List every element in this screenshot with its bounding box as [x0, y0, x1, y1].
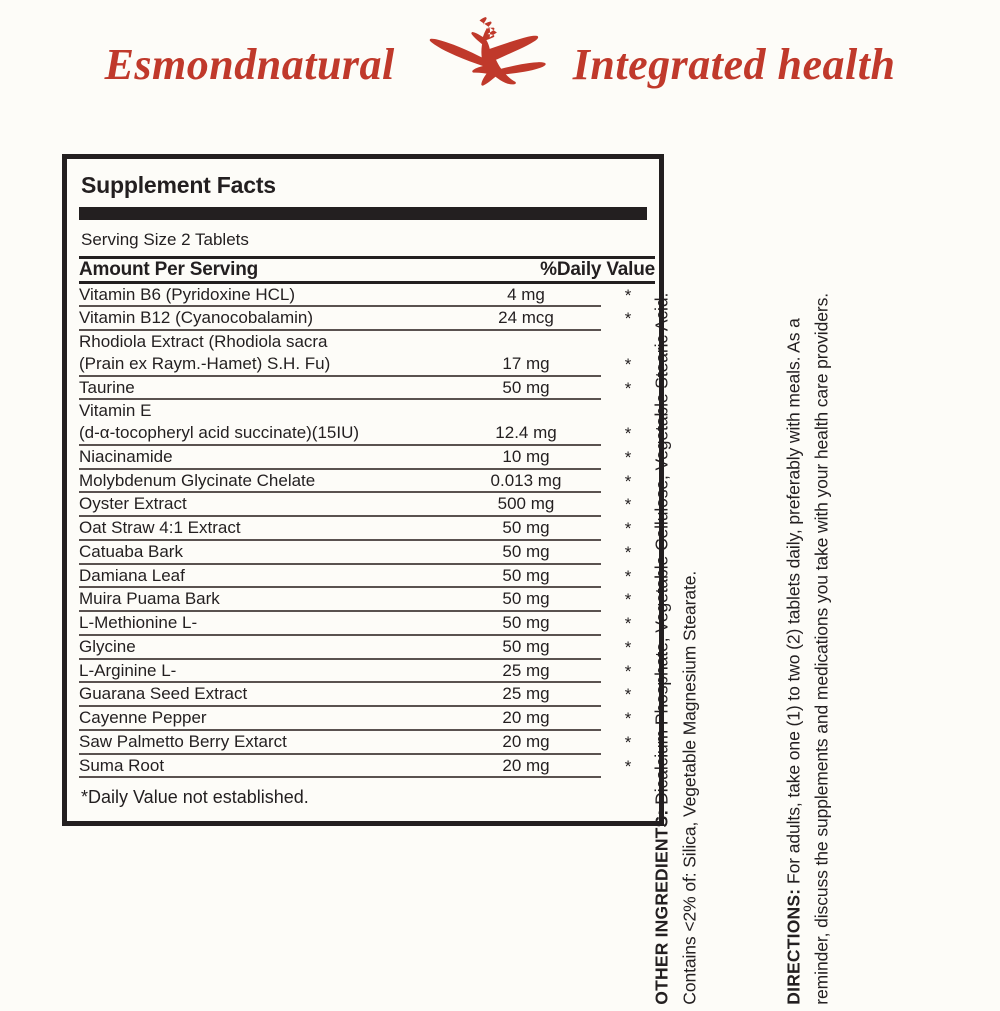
ingredient-name: L-Methionine L-: [79, 611, 451, 636]
ingredient-daily-value: *: [624, 447, 632, 467]
table-row: Guarana Seed Extract 25 mg *: [79, 682, 655, 708]
ingredient-amount: 20 mg: [451, 753, 601, 779]
ingredient-name: Taurine: [79, 375, 451, 401]
table-row: Cayenne Pepper 20 mg *: [79, 706, 655, 731]
table-row: Vitamin E (d-α-tocopheryl acid succinate)…: [79, 399, 655, 446]
other-ingredients-heading: OTHER INGREDIENTS:: [651, 809, 672, 1005]
ingredient-daily-value: *: [624, 685, 632, 705]
eagle-icon: [409, 12, 559, 98]
table-row: Oat Straw 4:1 Extract 50 mg *: [79, 516, 655, 541]
brand-name-left: Esmondnatural: [104, 40, 395, 89]
ingredient-daily-value: *: [624, 309, 632, 329]
daily-value-footnote: *Daily Value not established.: [81, 787, 309, 808]
table-row: L-Methionine L- 50 mg *: [79, 611, 655, 636]
ingredient-name: Catuaba Bark: [79, 539, 451, 565]
ingredient-amount: 50 mg: [451, 375, 601, 401]
ingredient-name: Niacinamide: [79, 444, 451, 470]
table-row: Suma Root 20 mg *: [79, 753, 655, 779]
ingredient-amount: 50 mg: [451, 516, 601, 541]
supplement-facts-title: Supplement Facts: [81, 172, 276, 198]
ingredient-name: Saw Palmetto Berry Extarct: [79, 729, 451, 755]
table-row: Vitamin B12 (Cyanocobalamin) 24 mcg *: [79, 306, 655, 332]
ingredient-name: Cayenne Pepper: [79, 706, 451, 731]
ingredient-name-line2: (Prain ex Raym.-Hamet) S.H. Fu): [79, 353, 331, 373]
ingredient-daily-value: *: [624, 378, 632, 398]
other-ingredients-text: OTHER INGREDIENTS: Dicalcium Phosphate, …: [647, 265, 704, 1005]
table-row: Molybdenum Glycinate Chelate 0.013 mg *: [79, 468, 655, 494]
ingredient-daily-value: *: [624, 542, 632, 562]
ingredient-amount: 24 mcg: [451, 306, 601, 332]
supplement-facts-panel: Supplement Facts Serving Size 2 Tablets …: [62, 154, 664, 827]
column-header-daily-value: %Daily Value: [451, 255, 655, 284]
ingredient-amount: 500 mg: [451, 492, 601, 518]
ingredient-name: Oyster Extract: [79, 492, 451, 518]
table-row: L-Arginine L- 25 mg *: [79, 658, 655, 684]
brand-name-right: Integrated health: [572, 40, 896, 89]
ingredient-amount: 20 mg: [451, 706, 601, 731]
ingredient-name: Glycine: [79, 634, 451, 660]
table-row: Taurine 50 mg *: [79, 375, 655, 401]
ingredient-daily-value: *: [624, 471, 632, 491]
ingredient-daily-value: *: [624, 614, 632, 634]
table-row: Damiana Leaf 50 mg *: [79, 563, 655, 589]
table-row: Saw Palmetto Berry Extarct 20 mg *: [79, 729, 655, 755]
ingredient-daily-value: *: [624, 495, 632, 515]
ingredient-name: Damiana Leaf: [79, 563, 451, 589]
ingredient-amount: 25 mg: [451, 658, 601, 684]
table-row: Oyster Extract 500 mg *: [79, 492, 655, 518]
directions-text: DIRECTIONS: For adults, take one (1) to …: [779, 265, 836, 1005]
ingredient-amount: 50 mg: [451, 539, 601, 565]
other-ingredients-block: OTHER INGREDIENTS: Dicalcium Phosphate, …: [647, 265, 704, 1005]
table-row: Vitamin B6 (Pyridoxine HCL) 4 mg *: [79, 282, 655, 308]
ingredient-daily-value: *: [624, 756, 632, 776]
ingredient-daily-value: *: [624, 424, 632, 444]
ingredient-amount: 4 mg: [451, 282, 601, 308]
table-row: Niacinamide 10 mg *: [79, 444, 655, 470]
ingredient-amount: 20 mg: [451, 729, 601, 755]
ingredient-name: Molybdenum Glycinate Chelate: [79, 468, 451, 494]
table-row: Catuaba Bark 50 mg *: [79, 539, 655, 565]
table-row: Muira Puama Bark 50 mg *: [79, 587, 655, 613]
ingredient-amount: 10 mg: [451, 444, 601, 470]
ingredient-amount: 50 mg: [451, 563, 601, 589]
column-header-amount-per-serving: Amount Per Serving: [79, 255, 451, 284]
table-row: Glycine 50 mg *: [79, 634, 655, 660]
ingredient-name: Vitamin B6 (Pyridoxine HCL): [79, 282, 451, 308]
title-divider-bar: [79, 207, 647, 221]
serving-size-label: Serving Size 2 Tablets: [81, 230, 249, 250]
ingredient-name-line2: (d-α-tocopheryl acid succinate)(15IU): [79, 423, 360, 443]
ingredient-daily-value: *: [624, 709, 632, 729]
ingredient-amount: 50 mg: [451, 611, 601, 636]
directions-heading: DIRECTIONS:: [783, 888, 804, 1005]
ingredient-daily-value: *: [624, 637, 632, 657]
ingredient-name: Oat Straw 4:1 Extract: [79, 516, 451, 541]
ingredient-name: Vitamin E (d-α-tocopheryl acid succinate)…: [79, 399, 451, 446]
ingredient-amount: 50 mg: [451, 634, 601, 660]
ingredient-daily-value: *: [624, 590, 632, 610]
ingredient-name: L-Arginine L-: [79, 658, 451, 684]
brand-header: Esmondnatural Integrated health: [0, 0, 1000, 130]
ingredient-daily-value: *: [624, 661, 632, 681]
table-header-row: Amount Per Serving %Daily Value: [79, 255, 655, 284]
ingredient-daily-value: *: [624, 519, 632, 539]
ingredient-name: Rhodiola Extract (Rhodiola sacra (Prain e…: [79, 330, 451, 377]
directions-block: DIRECTIONS: For adults, take one (1) to …: [779, 265, 836, 1005]
ingredient-name: Suma Root: [79, 753, 451, 779]
nutrition-table: Amount Per Serving %Daily Value Vitamin …: [79, 255, 655, 779]
ingredient-amount: 0.013 mg: [451, 468, 601, 494]
ingredient-daily-value: *: [624, 566, 632, 586]
ingredient-amount: 25 mg: [451, 682, 601, 708]
ingredient-amount: 12.4 mg: [451, 399, 601, 446]
ingredient-name: Guarana Seed Extract: [79, 682, 451, 708]
ingredient-daily-value: *: [624, 285, 632, 305]
ingredient-daily-value: *: [624, 732, 632, 752]
ingredient-amount: 50 mg: [451, 587, 601, 613]
table-row: Rhodiola Extract (Rhodiola sacra (Prain e…: [79, 330, 655, 377]
ingredient-amount: 17 mg: [451, 330, 601, 377]
ingredient-daily-value: *: [624, 354, 632, 374]
ingredient-name: Muira Puama Bark: [79, 587, 451, 613]
ingredient-name: Vitamin B12 (Cyanocobalamin): [79, 306, 451, 332]
